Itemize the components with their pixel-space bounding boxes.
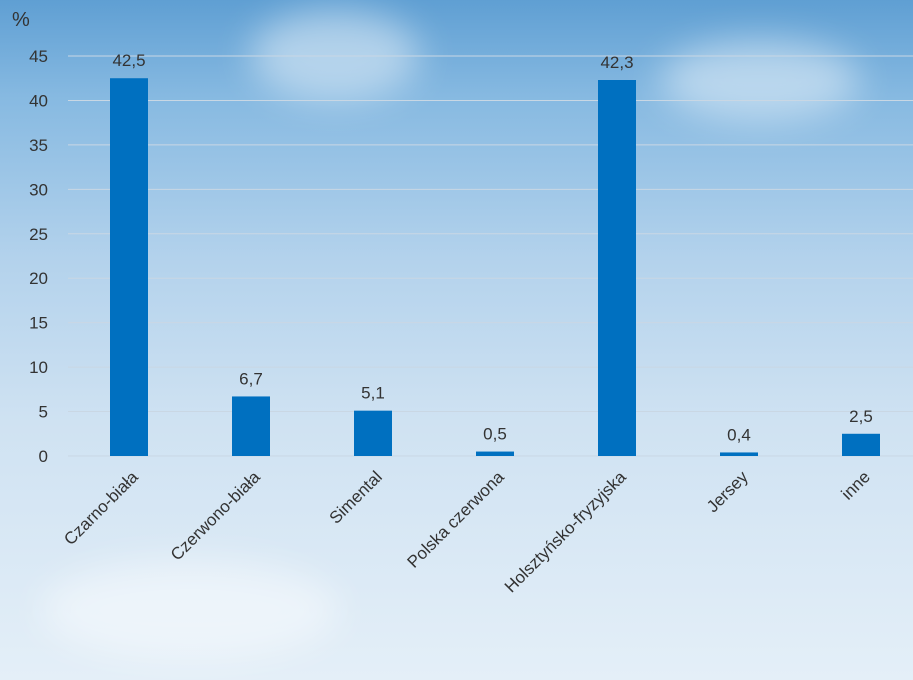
gridlines (68, 55, 913, 457)
y-tick-label: 35 (29, 136, 48, 155)
y-tick-label: 30 (29, 180, 48, 199)
data-label: 5,1 (361, 384, 385, 403)
category-label: Polska czerwona (404, 467, 509, 572)
data-label: 2,5 (849, 407, 873, 426)
category-label: Jersey (703, 467, 752, 516)
y-tick-label: 20 (29, 269, 48, 288)
category-label: Czarno-biała (60, 467, 142, 549)
y-tick-label: 40 (29, 91, 48, 110)
data-label: 42,5 (112, 51, 145, 70)
y-tick-label: 45 (29, 47, 48, 66)
bar (354, 410, 392, 456)
y-tick-label: 25 (29, 225, 48, 244)
data-label: 42,3 (600, 53, 633, 72)
y-tick-label: 10 (29, 358, 48, 377)
bar (476, 451, 514, 456)
bar (842, 433, 880, 456)
category-label: Holsztyńsko-fryzyjska (501, 467, 630, 596)
category-labels: Czarno-biała Czerwono-biała Simental Polska… (60, 467, 874, 596)
data-labels: 42,5 6,7 5,1 0,5 42,3 0,4 2,5 (112, 51, 872, 444)
data-label: 0,5 (483, 425, 507, 444)
bar (598, 80, 636, 456)
y-axis-unit-label: % (12, 9, 30, 31)
data-label: 0,4 (727, 425, 751, 444)
y-tick-label: 0 (39, 447, 48, 466)
bars (110, 78, 880, 456)
bar (232, 396, 270, 456)
y-tick-label: 5 (39, 403, 48, 422)
category-label: Czerwono-biała (167, 467, 264, 564)
y-axis-ticks: 0 5 10 15 20 25 30 35 40 45 (29, 47, 48, 466)
bar (110, 78, 148, 456)
bar (720, 452, 758, 456)
data-label: 6,7 (239, 369, 263, 388)
background-cloud (660, 40, 860, 120)
category-label: Simental (326, 467, 386, 527)
background-cloud (250, 10, 420, 100)
y-tick-label: 15 (29, 314, 48, 333)
category-label: inne (838, 467, 874, 503)
background-cloud (40, 560, 340, 660)
